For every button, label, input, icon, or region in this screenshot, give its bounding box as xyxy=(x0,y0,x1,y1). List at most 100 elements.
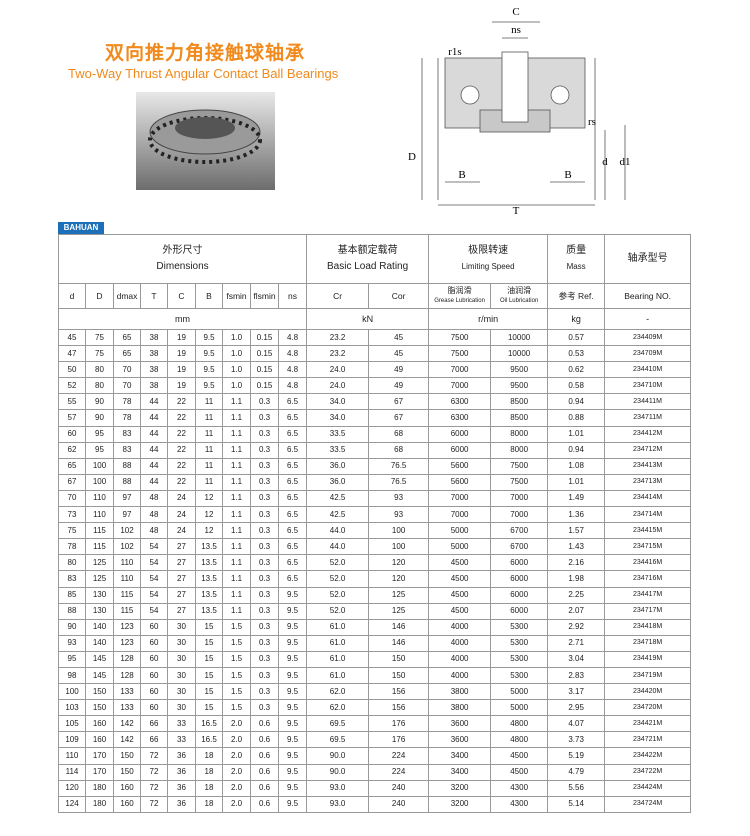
cell: 176 xyxy=(368,715,430,733)
cell: 69.5 xyxy=(306,715,370,733)
cell: 93 xyxy=(58,634,86,652)
cell: 234718M xyxy=(604,634,692,652)
cell: 97 xyxy=(113,489,141,508)
cell: 30 xyxy=(167,634,196,652)
cell: 160 xyxy=(85,731,114,749)
cell: 15 xyxy=(195,666,223,685)
cell: 3600 xyxy=(428,715,492,733)
cell: 1.1 xyxy=(222,409,251,427)
cell: 170 xyxy=(85,763,114,781)
cell: 70 xyxy=(58,489,86,508)
cell: 33 xyxy=(167,731,196,749)
cell: 23.2 xyxy=(306,345,370,363)
data-row: 57 90 78 44 22 11 1.1 0.3 6.5 34.0 67 6300 8500 0.88 2… xyxy=(58,409,692,427)
data-row: 52 80 70 38 19 9.5 1.0 0.15 4.8 24.0 49 7000 9500 0.5… xyxy=(58,377,692,395)
cell: 0.3 xyxy=(250,393,279,411)
cell: 0.58 xyxy=(547,377,606,395)
cell: 1.1 xyxy=(222,538,251,556)
diagram-label: ns xyxy=(511,24,521,36)
cell: 234411M xyxy=(604,393,692,411)
cell: 5.56 xyxy=(547,779,606,797)
cell: 88 xyxy=(113,457,141,475)
cell: 1.1 xyxy=(222,425,251,443)
cell: 95 xyxy=(58,650,86,668)
cell: 24.0 xyxy=(306,377,370,395)
cell: 234722M xyxy=(604,763,692,781)
cell: 18 xyxy=(195,795,223,813)
cell: 19 xyxy=(167,345,196,363)
cell: 36 xyxy=(167,747,196,765)
cell: 3800 xyxy=(428,699,492,717)
cell: 156 xyxy=(368,683,430,701)
cell: 1.5 xyxy=(222,683,251,701)
speed-subheader: 油润滑 Oil Lubrication xyxy=(490,283,549,309)
cell: 15 xyxy=(195,618,223,636)
cell: 234418M xyxy=(604,618,692,636)
cell: 9.5 xyxy=(277,795,308,813)
cell: 36 xyxy=(167,779,196,797)
cell: 49 xyxy=(368,377,430,395)
cell: 0.3 xyxy=(250,538,279,556)
cell: 1.1 xyxy=(222,522,251,540)
cell: 109 xyxy=(58,731,86,749)
cell: 5.14 xyxy=(547,795,606,813)
cell: 6000 xyxy=(428,441,492,459)
cell: 18 xyxy=(195,747,223,765)
cell: 50 xyxy=(58,361,86,379)
cell: 7500 xyxy=(490,457,549,475)
cell: 6000 xyxy=(490,570,549,588)
cell: 68 xyxy=(368,441,430,459)
cell: 27 xyxy=(167,570,196,588)
cell: 234710M xyxy=(604,377,692,395)
cell: 3400 xyxy=(428,747,492,765)
cell: 60 xyxy=(140,618,168,636)
cell: 0.15 xyxy=(250,361,279,379)
cell: 22 xyxy=(167,473,196,491)
cell: 47 xyxy=(58,345,86,363)
cell: 102 xyxy=(113,522,141,540)
cell: 150 xyxy=(368,666,430,685)
cell: 12 xyxy=(195,506,223,524)
data-row: 70 110 97 48 24 12 1.1 0.3 6.5 42.5 93 7000 7000 1.49… xyxy=(58,489,692,508)
cell: 19 xyxy=(167,377,196,395)
cell: 9.5 xyxy=(277,699,308,717)
cell: 67 xyxy=(368,393,430,411)
cell: 234422M xyxy=(604,747,692,765)
cell: 115 xyxy=(85,538,114,556)
cell: 24.0 xyxy=(306,361,370,379)
column-header: fsmin xyxy=(222,283,251,309)
cell: 52 xyxy=(58,377,86,395)
cell: 33.5 xyxy=(306,425,370,443)
cell: 1.57 xyxy=(547,522,606,540)
cell: 0.3 xyxy=(250,554,279,572)
cell: 102 xyxy=(113,538,141,556)
cell: 76.5 xyxy=(368,457,430,475)
cell: 90 xyxy=(85,409,114,427)
header-en: Limiting Speed xyxy=(461,262,515,271)
cell: 60 xyxy=(140,650,168,668)
cell: 1.1 xyxy=(222,489,251,508)
cell: 54 xyxy=(140,602,168,620)
header-row: 外形尺寸 Dimensions 基本额定载荷 Basic Load Rating 极… xyxy=(57,234,692,284)
cell: 100 xyxy=(85,473,114,491)
cell: 88 xyxy=(113,473,141,491)
cell: 0.3 xyxy=(250,683,279,701)
data-row: 93 140 123 60 30 15 1.5 0.3 9.5 61.0 146 4000 5300 2.… xyxy=(58,634,692,652)
cell: 0.3 xyxy=(250,666,279,685)
cell: 95 xyxy=(85,441,114,459)
cell: 9500 xyxy=(490,361,549,379)
cell: 2.71 xyxy=(547,634,606,652)
cell: 30 xyxy=(167,618,196,636)
cell: 93 xyxy=(368,506,430,524)
group-header: 外形尺寸 Dimensions xyxy=(57,234,308,284)
cell: 23.2 xyxy=(306,328,370,347)
cell: 5000 xyxy=(428,522,492,540)
cell: 110 xyxy=(113,570,141,588)
cell: 3800 xyxy=(428,683,492,701)
cell: 4.8 xyxy=(277,361,308,379)
cell: 0.3 xyxy=(250,650,279,668)
cell: 240 xyxy=(368,795,430,813)
unit: - xyxy=(604,308,692,330)
cell: 150 xyxy=(113,747,141,765)
unit: mm xyxy=(57,308,308,330)
